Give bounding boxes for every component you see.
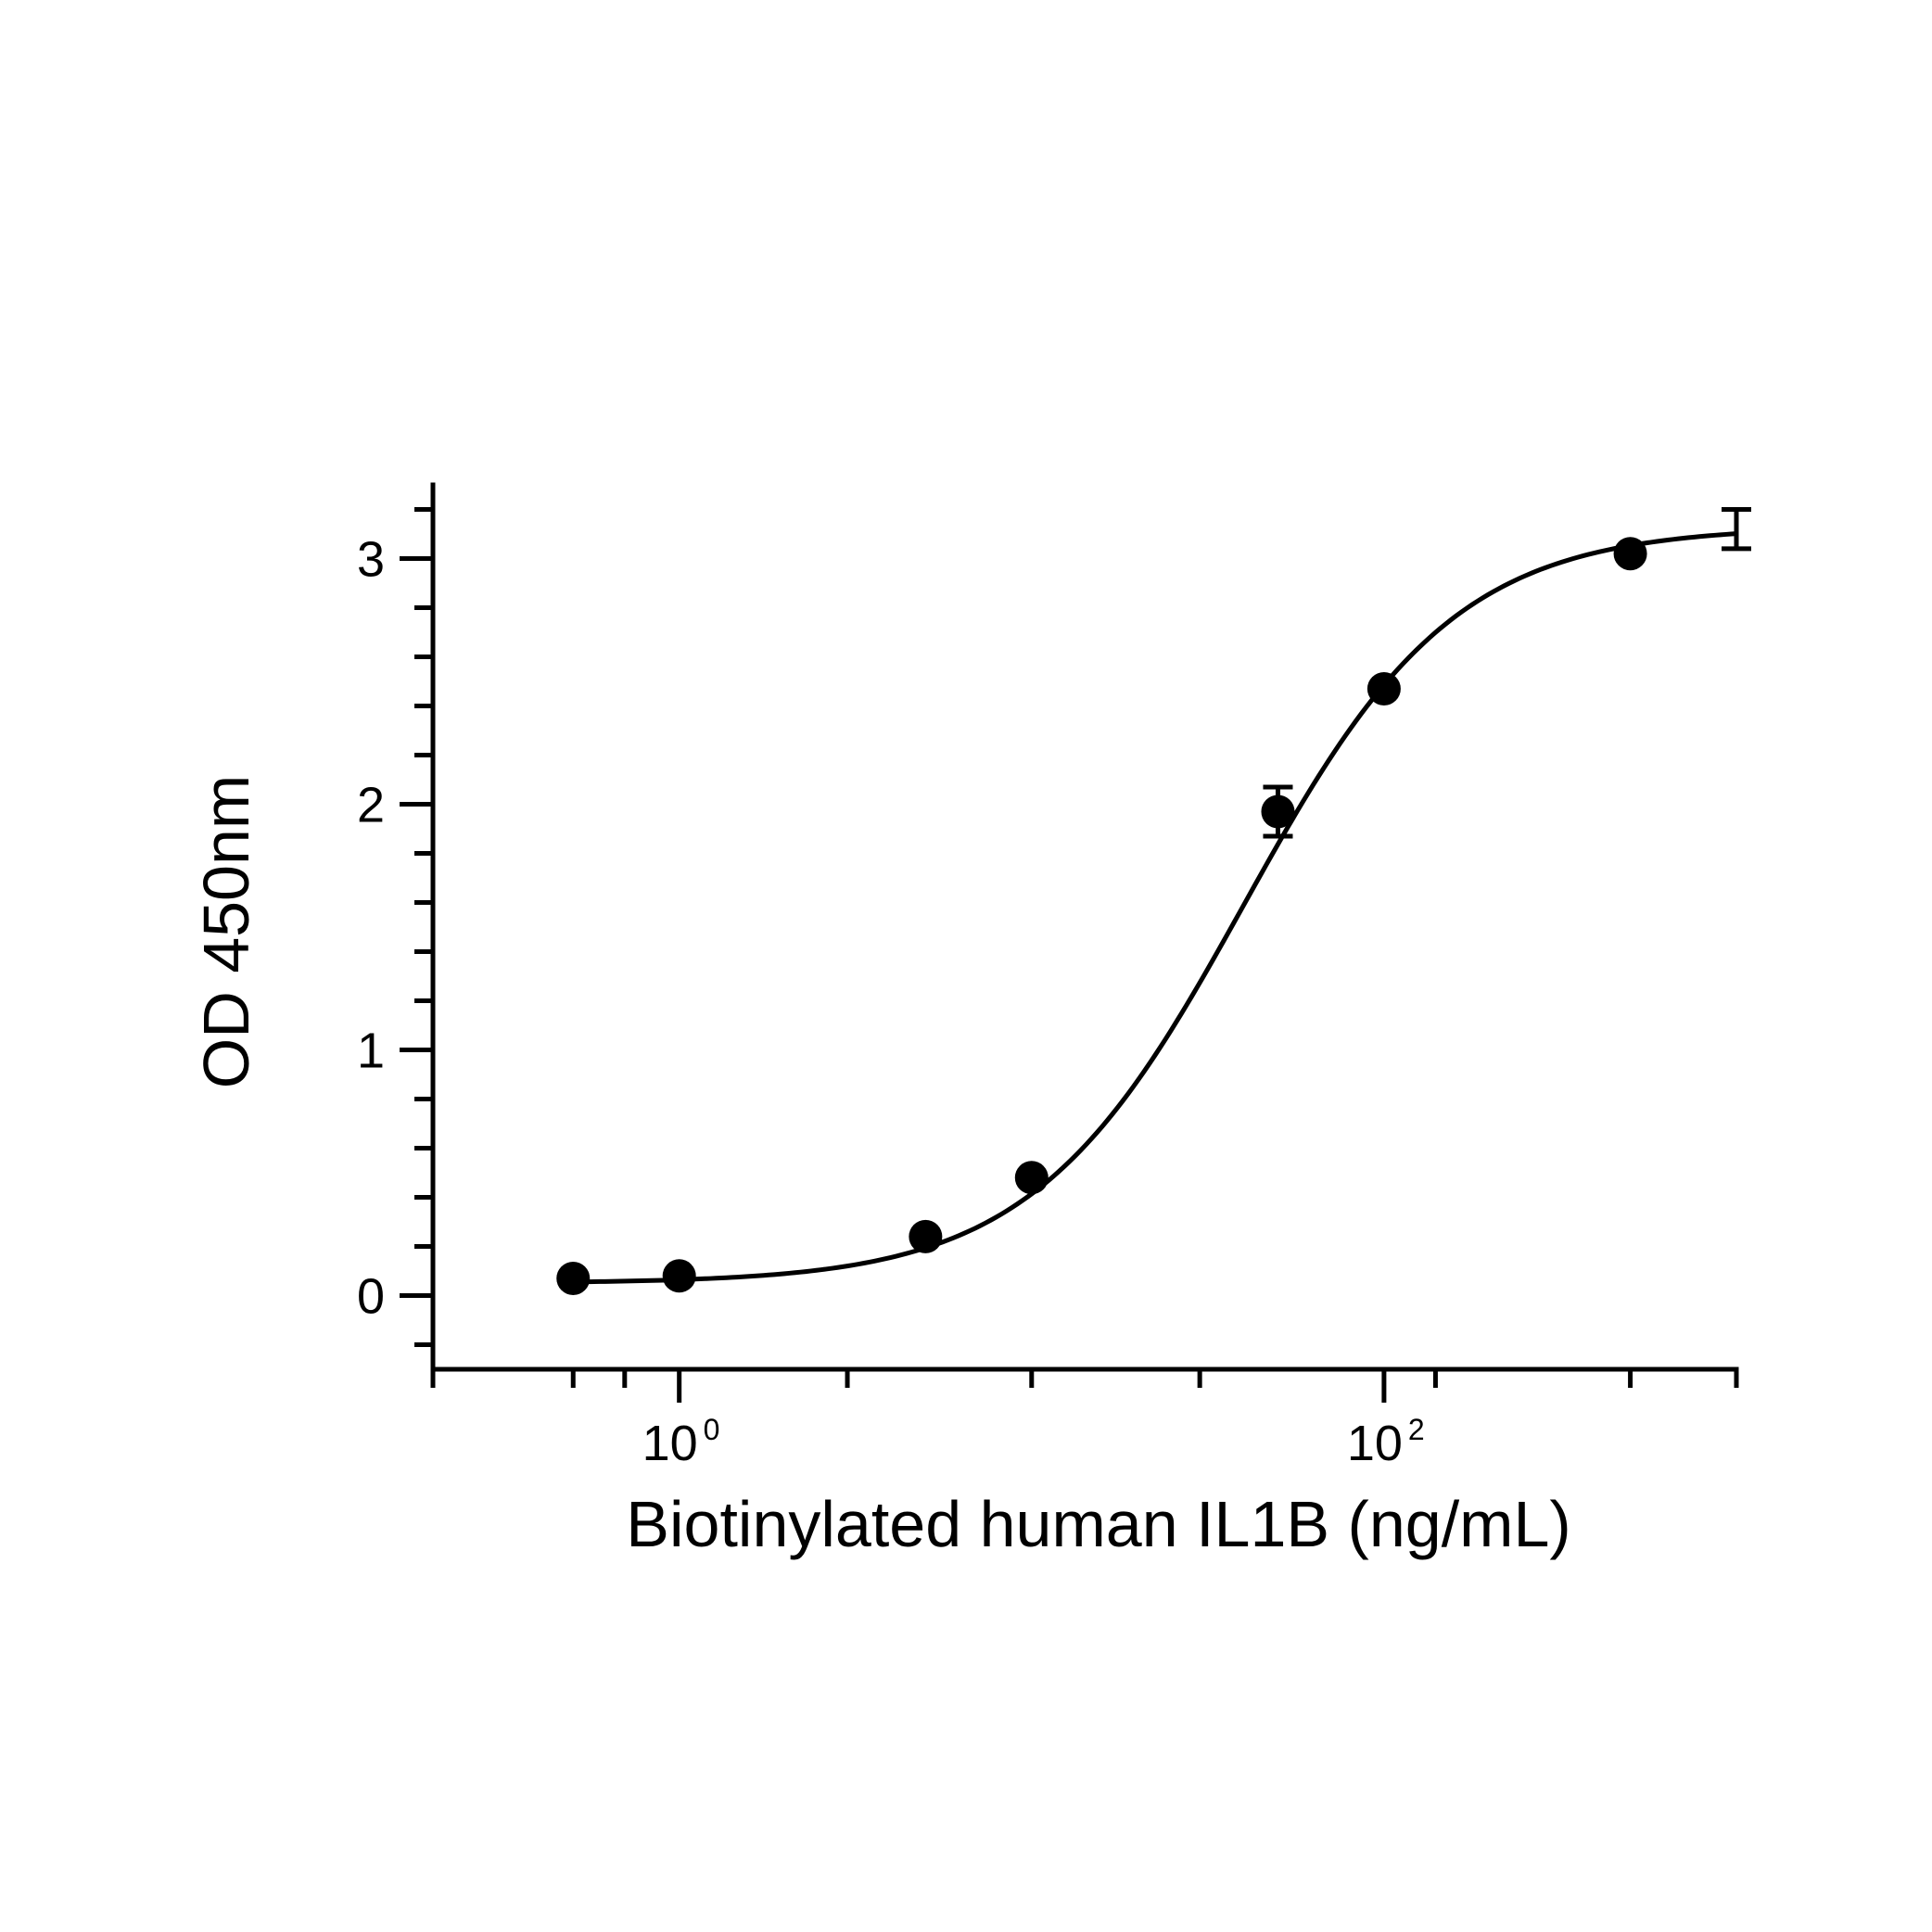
fit-curve — [573, 531, 1737, 1285]
y-axis-title: OD 450nm — [190, 775, 262, 1088]
data-point — [1261, 794, 1295, 829]
x-tick-exponent: 0 — [704, 1413, 720, 1446]
error-bars — [1263, 507, 1751, 839]
data-point — [909, 1219, 943, 1253]
x-tick-exponent: 2 — [1408, 1413, 1425, 1446]
data-point — [556, 1261, 591, 1295]
x-tick-label: 10 — [642, 1416, 698, 1471]
y-tick-label: 1 — [357, 1023, 385, 1079]
data-points — [556, 537, 1647, 1295]
y-tick-label: 0 — [357, 1269, 385, 1325]
x-axis-title: Biotinylated human IL1B (ng/mL) — [626, 1488, 1570, 1560]
data-point — [662, 1259, 696, 1293]
data-point — [1014, 1161, 1049, 1195]
x-axis-ticks: 10 0 10 2 — [430, 1369, 1739, 1471]
y-tick-label: 2 — [357, 778, 385, 833]
x-tick-label: 10 — [1347, 1416, 1403, 1471]
y-axis-ticks: 0 1 2 3 — [357, 507, 433, 1347]
y-tick-label: 3 — [357, 532, 385, 588]
data-point — [1366, 671, 1401, 705]
data-point — [1613, 537, 1647, 571]
